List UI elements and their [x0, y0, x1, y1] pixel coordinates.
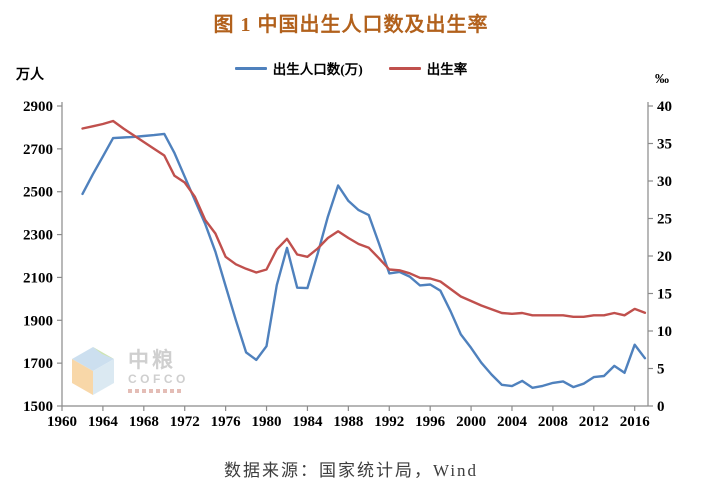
x-tick-label: 2004: [497, 414, 528, 430]
left-tick-label: 2500: [23, 185, 53, 201]
right-tick-label: 5: [657, 362, 665, 378]
right-tick-label: 30: [657, 174, 672, 190]
rate-line-swatch: [388, 66, 421, 70]
x-tick-label: 1984: [292, 414, 323, 430]
chart-legend: 出生人口数(万) 出生率: [0, 58, 702, 78]
legend-item-rate: 出生率: [388, 58, 468, 78]
x-tick-label: 1968: [129, 414, 159, 430]
right-tick-label: 15: [657, 287, 672, 303]
x-tick-label: 1980: [252, 414, 282, 430]
rate-series-line: [81, 119, 647, 318]
left-axis-unit-label: 万人: [16, 68, 44, 83]
x-tick-label: 1964: [88, 414, 119, 430]
x-tick-label: 1972: [170, 414, 200, 430]
chart-plot-area: 1500 1700 1900 2100 2300 2500 2700 2900 0 5 10 15 20…: [23, 99, 672, 430]
births-line-swatch: [234, 66, 267, 70]
right-tick-label: 20: [657, 249, 672, 265]
left-tick-label: 2700: [23, 142, 53, 158]
births-legend-label: 出生人口数(万): [272, 62, 363, 77]
x-tick-label: 1996: [415, 414, 446, 430]
x-tick-label: 1976: [211, 414, 242, 430]
x-tick-label: 1992: [374, 414, 404, 430]
chart-title: 图 1 中国出生人口数及出生率: [213, 14, 489, 36]
right-tick-label: 40: [657, 99, 672, 115]
data-source-note: 数据来源：国家统计局，Wind: [223, 461, 479, 480]
left-tick-label: 2100: [23, 270, 53, 286]
left-tick-label: 1500: [23, 399, 53, 415]
births-series-line: [81, 132, 647, 389]
x-tick-label: 1988: [333, 414, 363, 430]
rate-legend-label: 出生率: [426, 62, 468, 77]
x-tick-label: 2016: [620, 414, 651, 430]
x-tick-label: 2012: [579, 414, 609, 430]
left-tick-label: 2300: [23, 228, 53, 244]
left-tick-label: 1700: [23, 356, 53, 372]
right-axis-unit-label: ‰: [655, 72, 669, 87]
legend-item-births: 出生人口数(万): [234, 58, 363, 78]
right-tick-label: 0: [657, 399, 665, 415]
left-tick-label: 1900: [23, 313, 53, 329]
right-tick-label: 35: [657, 137, 672, 153]
right-tick-label: 10: [657, 324, 672, 340]
x-tick-label: 2008: [538, 414, 568, 430]
x-tick-label: 2000: [456, 414, 486, 430]
x-tick-label: 1960: [47, 414, 77, 430]
left-tick-label: 2900: [23, 99, 53, 115]
right-tick-label: 25: [657, 212, 672, 228]
